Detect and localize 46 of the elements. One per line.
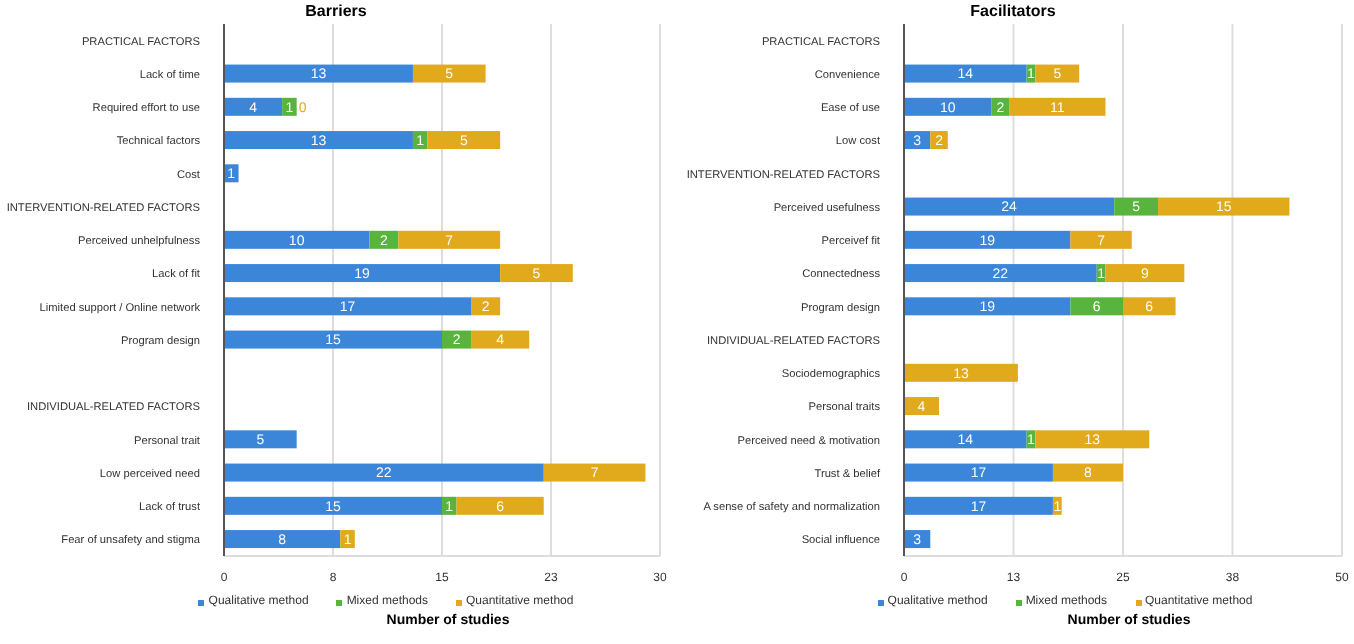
bar	[224, 463, 544, 482]
bar	[224, 97, 283, 116]
bar	[442, 330, 472, 349]
bar	[1158, 197, 1290, 216]
bar	[224, 430, 297, 449]
bar	[224, 330, 442, 349]
bar	[224, 131, 413, 150]
bar	[1070, 230, 1132, 249]
bar	[1035, 64, 1080, 83]
bar	[904, 197, 1115, 216]
bar	[369, 230, 399, 249]
bar	[471, 330, 530, 349]
bar	[904, 496, 1053, 515]
bar	[904, 397, 940, 416]
bar	[1035, 430, 1150, 449]
bar	[1123, 297, 1176, 316]
bar	[904, 363, 1018, 382]
bar	[1052, 463, 1123, 482]
bar	[427, 131, 501, 150]
bar	[224, 530, 341, 549]
bar	[224, 297, 472, 316]
bar	[412, 64, 486, 83]
bar	[904, 230, 1071, 249]
bar	[500, 264, 573, 283]
bar	[282, 97, 297, 116]
bar	[224, 496, 442, 515]
bar	[904, 264, 1097, 283]
bar	[543, 463, 646, 482]
bar	[456, 496, 544, 515]
bar	[930, 131, 948, 150]
bar	[1009, 97, 1106, 116]
bar	[904, 463, 1053, 482]
bar	[1114, 197, 1159, 216]
bar	[904, 297, 1071, 316]
bar	[224, 64, 413, 83]
bar	[1070, 297, 1123, 316]
bar	[904, 64, 1027, 83]
bar	[1105, 264, 1185, 283]
bar	[471, 297, 501, 316]
bar	[398, 230, 501, 249]
bar	[904, 97, 992, 116]
chart-title: Facilitators	[968, 0, 1058, 24]
chart-title: Barriers	[303, 0, 369, 24]
bar	[224, 264, 501, 283]
bar	[904, 430, 1027, 449]
bar	[224, 230, 370, 249]
